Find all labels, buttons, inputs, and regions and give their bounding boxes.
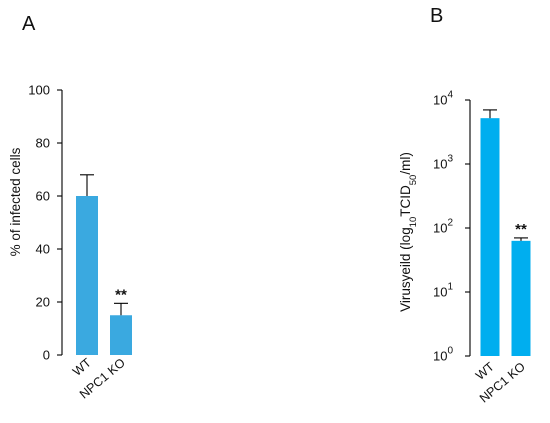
tick-base: 10 [433,221,447,236]
panel-b-y-title-prefix: Virusyeild (log [398,227,413,312]
tick-exponent: 2 [447,218,453,229]
tick-exponent: 1 [447,282,453,293]
panel-a-y-tick-label: 100 [28,83,50,98]
panel-a-y-tick-label: 0 [43,348,50,363]
panel-b-y-tick-label: 104 [433,90,453,108]
panel-a-y-tick-label: 20 [36,295,50,310]
panel-a-y-ticks: 0 20 40 60 80 100 [28,83,62,363]
tick-exponent: 4 [447,90,453,101]
panel-b-y-axis-title: Virusyeild (log10TCID50/ml) [398,152,419,312]
panel-b-y-title-sub1: 10 [408,217,419,228]
panel-a-category-label: WT [70,355,94,378]
panel-b-y-tick-label: 103 [433,154,453,172]
panel-b-bar-0 [480,118,500,357]
panel-a: A % of infected cells 0 20 40 60 80 100 ** WT… [8,13,132,402]
tick-base: 10 [433,157,447,172]
panel-b-y-title-mid: TCID [398,185,413,217]
panel-a-y-tick-label: 80 [36,136,50,151]
tick-base: 10 [433,93,447,108]
tick-exponent: 3 [447,154,453,165]
panel-b-bar-1 [511,240,531,356]
panel-a-label: A [22,13,36,35]
panel-a-significance-mark: ** [115,286,127,303]
panel-a-y-axis-title: % of infected cells [8,147,23,256]
panel-b-significance-mark: ** [515,221,527,238]
panel-b-y-tick-label: 100 [433,346,453,364]
panel-a-bar-1 [110,315,132,355]
tick-exponent: 0 [447,346,453,357]
panel-b-bars: ** [480,109,531,357]
panel-a-y-tick-label: 60 [36,189,50,204]
panel-a-bars: ** [76,174,132,355]
panel-b-label: B [430,5,443,27]
panel-b-y-tick-label: 102 [433,218,453,236]
panel-b-y-title-suffix: /ml) [398,152,413,175]
panel-b-y-tick-label: 101 [433,282,453,300]
tick-base: 10 [433,285,447,300]
tick-base: 10 [433,349,447,364]
panel-b-y-title-sub2: 50 [408,175,419,186]
panel-a-bar-0 [76,196,98,355]
panel-a-y-tick-label: 40 [36,242,50,257]
panel-b: B Virusyeild (log10TCID50/ml) 1001011021… [398,5,531,406]
panel-b-category-label: WT [473,359,497,382]
